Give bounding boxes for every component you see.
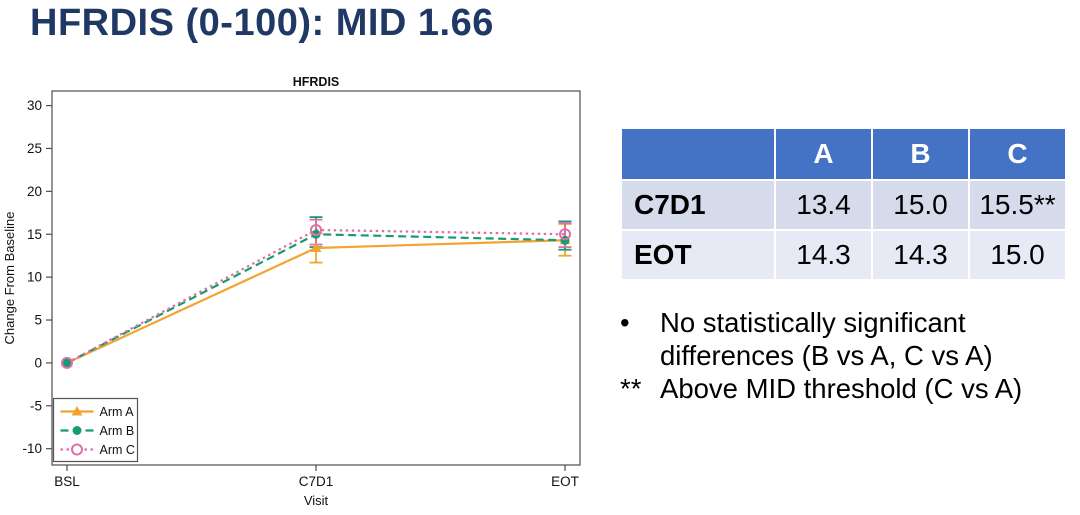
x-tick-label: EOT bbox=[551, 474, 579, 489]
x-tick-label: BSL bbox=[54, 474, 80, 489]
table-row: EOT 14.3 14.3 15.0 bbox=[622, 231, 1065, 279]
row-label-c7d1: C7D1 bbox=[622, 181, 774, 229]
footnote-item: ** Above MID threshold (C vs A) bbox=[620, 372, 1080, 405]
cell-eot-a: 14.3 bbox=[776, 231, 871, 279]
y-tick-label: 10 bbox=[27, 270, 42, 285]
table-corner-cell bbox=[622, 129, 774, 179]
x-axis-label: Visit bbox=[304, 493, 329, 508]
hfrdis-chart: HFRDIS -10 -5 0 5 10 15 20 25 30 BSL C7D1 EOT Visit Ch… bbox=[0, 74, 610, 510]
results-table: A B C C7D1 13.4 15.0 15.5** EOT 14.3 14.… bbox=[620, 127, 1067, 281]
y-tick-label: -10 bbox=[22, 441, 42, 456]
footnote-marker: ** bbox=[620, 373, 642, 404]
series-markers-arm-c bbox=[61, 223, 571, 369]
bullet-line-1: No statistically significant bbox=[660, 307, 966, 338]
table-header-a: A bbox=[776, 129, 871, 179]
legend: Arm A Arm B Arm C bbox=[52, 397, 139, 463]
y-tick-label: -5 bbox=[30, 398, 42, 413]
x-tick-label: C7D1 bbox=[299, 474, 334, 489]
y-tick-label: 0 bbox=[34, 355, 42, 370]
legend-label: Arm B bbox=[100, 424, 135, 438]
y-tick-label: 25 bbox=[27, 141, 42, 156]
row-label-eot: EOT bbox=[622, 231, 774, 279]
cell-c7d1-a: 13.4 bbox=[776, 181, 871, 229]
y-tick-label: 15 bbox=[27, 227, 42, 242]
cell-c7d1-c: 15.5** bbox=[970, 181, 1065, 229]
chart-title: HFRDIS bbox=[293, 75, 340, 89]
legend-label: Arm C bbox=[100, 443, 135, 457]
cell-eot-c: 15.0 bbox=[970, 231, 1065, 279]
y-tick-label: 30 bbox=[27, 98, 42, 113]
hfrdis-line-chart: HFRDIS -10 -5 0 5 10 15 20 25 30 BSL C7D1 EOT Visit Ch… bbox=[2, 75, 581, 508]
bullet-line-2: differences (B vs A, C vs A) bbox=[660, 340, 993, 371]
bullet-text: No statistically significant differences… bbox=[660, 306, 1080, 372]
notes-block: • No statistically significant differenc… bbox=[620, 306, 1080, 405]
y-tick-label: 5 bbox=[34, 313, 42, 328]
cell-c7d1-b: 15.0 bbox=[873, 181, 968, 229]
table-row: C7D1 13.4 15.0 15.5** bbox=[622, 181, 1065, 229]
y-axis-label: Change From Baseline bbox=[2, 212, 17, 345]
table-header-row: A B C bbox=[622, 129, 1065, 179]
footnote-text: Above MID threshold (C vs A) bbox=[660, 373, 1023, 404]
cell-eot-b: 14.3 bbox=[873, 231, 968, 279]
y-tick-label: 20 bbox=[27, 184, 42, 199]
legend-label: Arm A bbox=[100, 405, 135, 419]
bullet-marker: • bbox=[620, 307, 630, 338]
table-header-b: B bbox=[873, 129, 968, 179]
bullet-item: • No statistically significant differenc… bbox=[620, 306, 1080, 372]
table-header-c: C bbox=[970, 129, 1065, 179]
slide-title: HFRDIS (0-100): MID 1.66 bbox=[30, 2, 494, 44]
